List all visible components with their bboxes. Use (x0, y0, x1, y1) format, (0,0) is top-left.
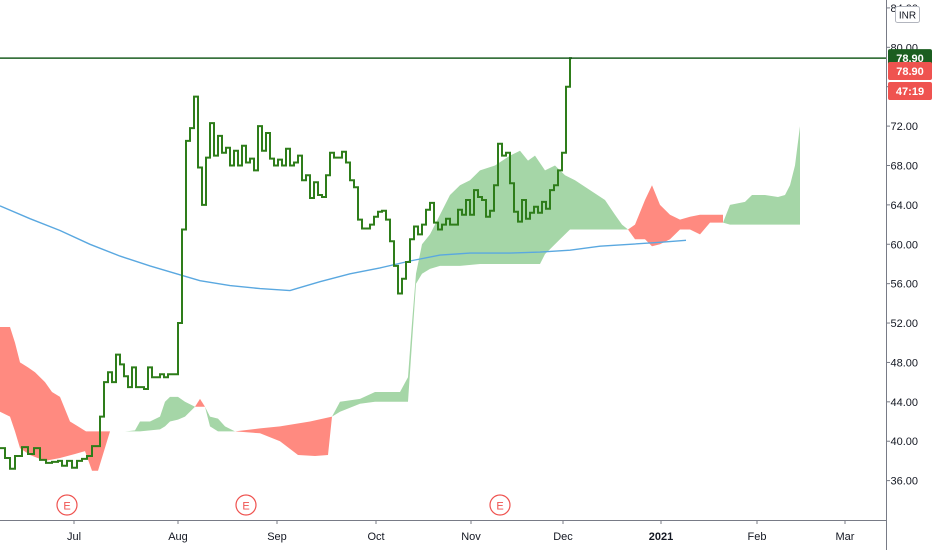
cloud-bear-segment (628, 185, 723, 247)
x-tick-label: Mar (836, 531, 855, 543)
cloud-bull-segment (205, 406, 235, 432)
y-tick-label: 48.00 (890, 357, 918, 369)
earnings-marker[interactable] (56, 494, 78, 516)
moving-average (0, 205, 687, 292)
x-tick-label: Jul (67, 531, 81, 543)
earnings-marker-label: E (63, 501, 70, 513)
price-series (0, 57, 572, 470)
y-tick-label: 60.00 (890, 239, 918, 251)
y-tick-label: 72.00 (890, 121, 918, 133)
x-tick-label: Nov (461, 531, 481, 543)
currency-label: INR (899, 11, 916, 22)
x-tick-label: Dec (553, 531, 573, 543)
close-price-badge (888, 62, 932, 80)
countdown-badge (888, 82, 932, 100)
cloud-bull-segment (723, 126, 800, 225)
y-tick-label: 44.00 (890, 397, 918, 409)
x-tick-label: Sep (267, 531, 287, 543)
x-tick-label: Aug (168, 531, 188, 543)
y-tick-label: 68.00 (890, 160, 918, 172)
x-tick-label: 2021 (649, 531, 673, 543)
x-tick-label: Oct (367, 531, 384, 543)
earnings-marker[interactable] (489, 494, 511, 516)
x-tick-label: Feb (748, 531, 767, 543)
y-tick-label: 64.00 (890, 200, 918, 212)
cloud-bull-segment (332, 150, 628, 417)
price-line (0, 57, 572, 470)
cloud-bear-segment (0, 327, 110, 471)
countdown-badge-label: 47:19 (896, 86, 924, 98)
earnings-marker[interactable] (235, 494, 257, 516)
currency-box[interactable] (895, 6, 920, 23)
y-tick-label: 36.00 (890, 476, 918, 488)
cloud-bear-segment (235, 416, 332, 456)
close-price-badge-label: 78.90 (896, 66, 924, 78)
moving-average-line (0, 205, 687, 292)
y-tick-label: 52.00 (890, 318, 918, 330)
ichimoku-cloud (0, 126, 800, 471)
earnings-marker-label: E (496, 501, 503, 513)
y-tick-label: 40.00 (890, 436, 918, 448)
cloud-bull-segment (110, 396, 195, 432)
earnings-marker-label: E (242, 501, 249, 513)
cloud-bear-segment (195, 398, 205, 407)
y-tick-label: 56.00 (890, 279, 918, 291)
